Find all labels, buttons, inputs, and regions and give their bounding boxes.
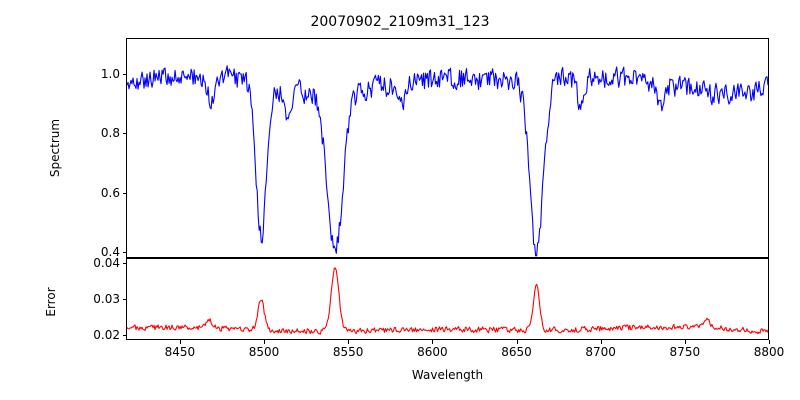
y-tick-mark — [122, 192, 126, 194]
spectrum-line — [127, 65, 768, 257]
spectrum-y-tick-label: 0.8 — [100, 126, 120, 141]
x-tick-label: 8700 — [585, 345, 616, 359]
spectrum-y-axis-label: Spectrum — [48, 118, 62, 178]
spectrum-plot-area — [127, 65, 768, 257]
x-tick-mark — [516, 340, 518, 344]
x-tick-label: 8500 — [248, 345, 280, 359]
x-tick-mark — [348, 340, 350, 344]
spectrum-panel — [126, 38, 769, 258]
spectrum-y-tick-label: 0.4 — [100, 245, 120, 260]
x-tick-mark — [769, 340, 771, 344]
error-line — [127, 267, 768, 335]
x-tick-mark — [264, 340, 266, 344]
y-tick-mark — [122, 334, 126, 336]
x-tick-mark — [684, 340, 686, 344]
x-tick-label: 8800 — [753, 345, 785, 359]
x-tick-label: 8600 — [417, 345, 448, 359]
x-axis-label: Wavelength — [411, 368, 484, 382]
error-y-axis-label: Error — [44, 287, 58, 317]
error-plot-area — [127, 267, 768, 335]
x-tick-label: 8550 — [332, 345, 364, 359]
y-tick-mark — [122, 133, 126, 135]
x-tick-mark — [432, 340, 434, 344]
spectrum-y-tick-label: 0.6 — [100, 185, 120, 200]
spectrum-y-tick-label: 1.0 — [100, 66, 120, 81]
x-tick-label: 8450 — [164, 345, 196, 359]
x-tick-mark — [600, 340, 602, 344]
x-tick-label: 8650 — [501, 345, 532, 359]
error-panel — [126, 258, 769, 340]
error-y-tick-label: 0.04 — [93, 256, 120, 271]
figure-title: 20070902_2109m31_123 — [310, 14, 490, 30]
y-tick-mark — [122, 299, 126, 301]
y-tick-mark — [122, 263, 126, 265]
error-y-tick-label: 0.03 — [93, 292, 120, 306]
y-tick-mark — [122, 73, 126, 75]
x-tick-label: 8750 — [669, 345, 701, 359]
x-tick-mark — [179, 340, 181, 344]
error-y-tick-label: 0.02 — [93, 327, 120, 342]
y-tick-mark — [122, 252, 126, 254]
